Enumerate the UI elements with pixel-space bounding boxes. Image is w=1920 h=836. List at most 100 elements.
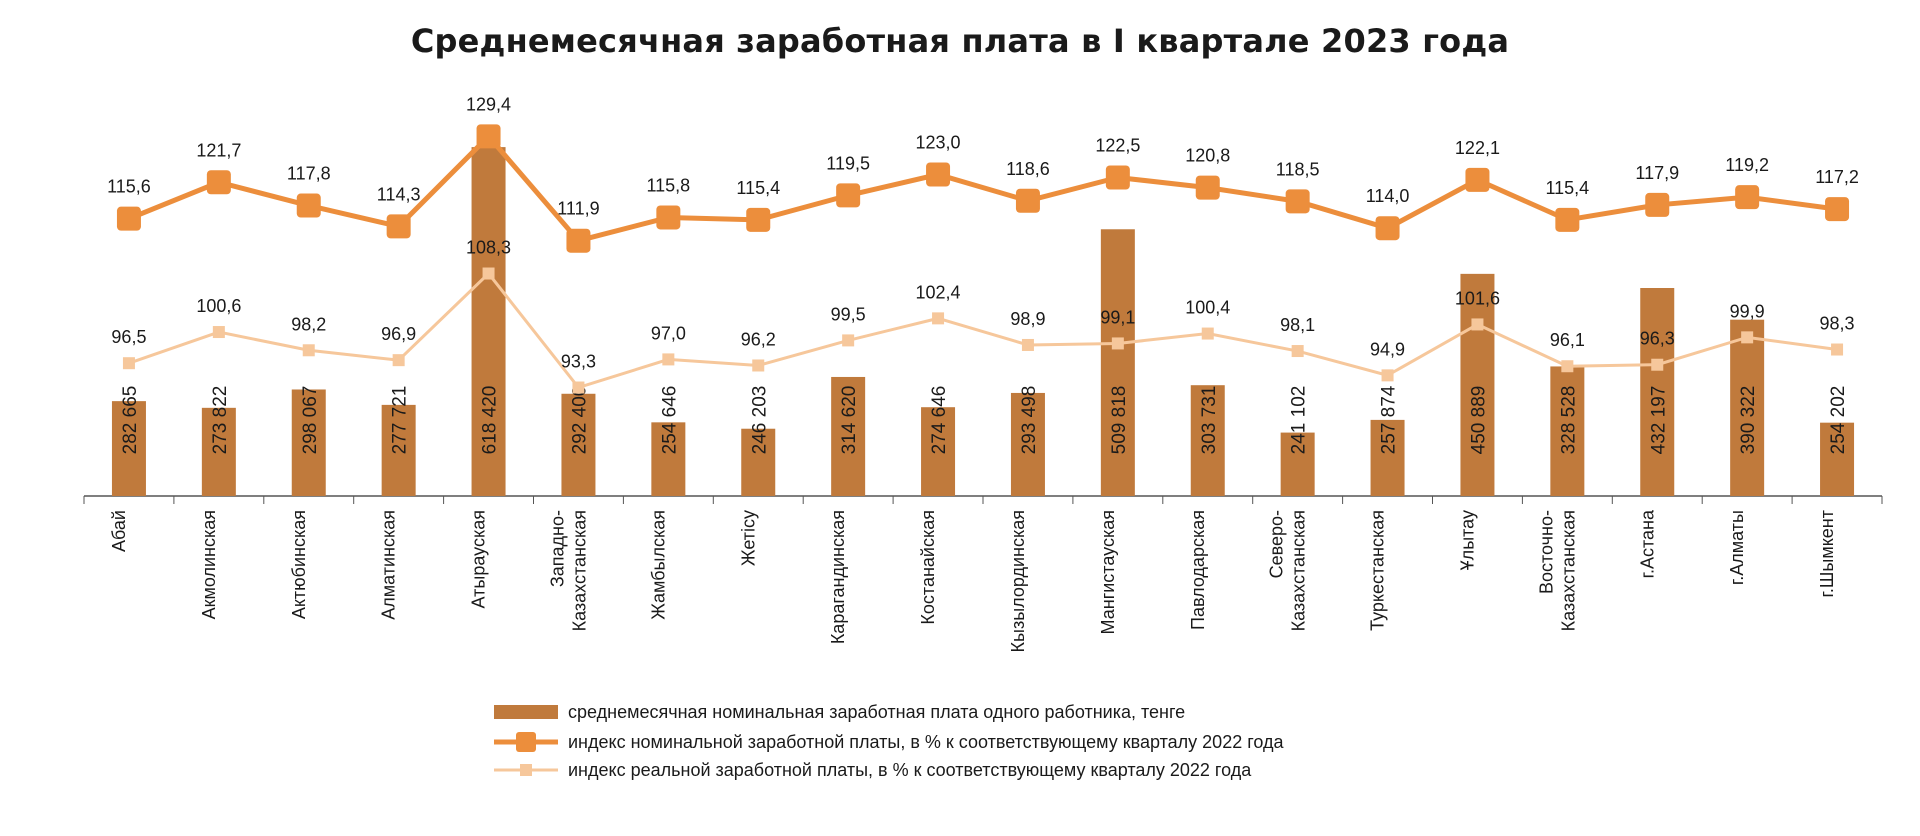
- nominal-index-label: 123,0: [916, 133, 961, 153]
- real-index-label: 108,3: [466, 238, 511, 258]
- category-label-line: Акмолинская: [199, 510, 219, 619]
- salary-bar-label: 314 620: [839, 386, 860, 455]
- salary-bar: [1100, 229, 1135, 496]
- real-index-label: 98,1: [1280, 315, 1315, 335]
- category-label-line: Западно-: [547, 510, 567, 587]
- nominal-index-point: [1645, 192, 1670, 217]
- real-index-point: [1471, 318, 1484, 331]
- nominal-index-point: [1105, 165, 1130, 190]
- real-index-label: 100,6: [196, 296, 241, 316]
- real-index-label: 101,6: [1455, 288, 1500, 308]
- nominal-index-point: [1555, 207, 1580, 232]
- salary-bar: [921, 407, 956, 496]
- real-index-point: [212, 326, 225, 339]
- category-label: Костанайская: [918, 510, 938, 625]
- nominal-index-label: 117,8: [287, 164, 331, 184]
- salary-bar-label: 257 874: [1379, 385, 1400, 454]
- category-label: Павлодарская: [1188, 510, 1208, 630]
- legend-swatch-salary: [494, 705, 558, 719]
- nominal-index-label: 117,9: [1635, 163, 1679, 183]
- nominal-index-point: [206, 170, 231, 195]
- real-index-point: [1381, 369, 1394, 382]
- real-index-point: [1201, 327, 1214, 340]
- category-label: г.Астана: [1637, 509, 1657, 578]
- nominal-index-label: 121,7: [196, 140, 241, 160]
- category-label: Алматинская: [379, 510, 399, 620]
- nominal-index-point: [1285, 189, 1310, 214]
- category-label-line: Кызылординская: [1008, 510, 1028, 652]
- category-label-line: Восточно-: [1536, 510, 1556, 594]
- real-index-point: [752, 359, 765, 372]
- salary-bar-label: 618 420: [480, 386, 501, 455]
- nominal-index-label: 120,8: [1185, 146, 1230, 166]
- legend-marker-nominal: [516, 732, 536, 752]
- salary-bar: [381, 404, 416, 496]
- legend: среднемесячная номинальная заработная пл…: [494, 702, 1285, 780]
- category-label: Кызылординская: [1008, 510, 1028, 652]
- salary-bar-label: 254 202: [1828, 386, 1849, 455]
- salary-bar: [1820, 422, 1855, 496]
- salary-bar-label: 277 721: [390, 386, 411, 455]
- salary-bar-label: 298 067: [300, 386, 321, 455]
- nominal-index-point: [926, 162, 951, 187]
- salary-bar: [1370, 419, 1405, 496]
- category-label: Жетісу: [738, 510, 758, 566]
- legend-label: индекс номинальной заработной платы, в %…: [568, 732, 1285, 752]
- category-label-line: Жетісу: [738, 510, 758, 566]
- category-label: Мангистауская: [1098, 510, 1118, 634]
- nominal-index-point: [1465, 167, 1490, 192]
- real-index-point: [1831, 343, 1844, 356]
- real-index-label: 97,0: [651, 323, 686, 343]
- category-label: Северо- Казахстанская: [1267, 510, 1309, 631]
- real-index-label: 100,4: [1185, 298, 1230, 318]
- nominal-index-label: 111,9: [557, 199, 599, 219]
- salary-bar: [831, 376, 866, 496]
- nominal-index-point: [296, 193, 321, 218]
- nominal-index-label: 117,2: [1815, 167, 1859, 187]
- real-index-point: [302, 344, 315, 357]
- real-index-point: [662, 353, 675, 366]
- nominal-index-label: 114,0: [1366, 186, 1410, 206]
- nominal-index-label: 122,1: [1455, 138, 1500, 158]
- salary-bar: [1280, 432, 1315, 496]
- real-index-label: 99,5: [831, 304, 866, 324]
- real-index-label: 98,9: [1010, 309, 1045, 329]
- nominal-index-label: 118,5: [1276, 159, 1320, 179]
- nominal-index-label: 115,4: [1545, 178, 1589, 198]
- nominal-index-point: [476, 124, 501, 149]
- salary-bar-label: 328 528: [1558, 386, 1579, 455]
- nominal-index-point: [386, 214, 411, 239]
- nominal-index-label: 114,3: [377, 184, 421, 204]
- real-index-label: 99,9: [1730, 301, 1765, 321]
- salary-bar: [1550, 366, 1585, 496]
- category-label-line: Павлодарская: [1188, 510, 1208, 630]
- salary-bar-label: 450 889: [1468, 386, 1489, 455]
- real-index-point: [1741, 331, 1754, 344]
- category-label-line: Ұлытау: [1457, 510, 1477, 570]
- salary-bar: [201, 407, 236, 496]
- nominal-index-point: [656, 205, 681, 230]
- chart-title: Среднемесячная заработная плата в I квар…: [410, 22, 1510, 60]
- nominal-index-label: 119,5: [826, 153, 870, 173]
- salary-bar-label: 390 322: [1738, 386, 1759, 455]
- real-index-label: 96,5: [111, 327, 146, 347]
- nominal-index-label: 122,5: [1095, 135, 1140, 155]
- nominal-index-point: [116, 206, 141, 231]
- real-index-label: 99,1: [1100, 307, 1135, 327]
- salary-bar-label: 292 400: [569, 386, 590, 455]
- salary-bar-label: 282 665: [120, 386, 141, 455]
- real-index-label: 96,9: [381, 324, 416, 344]
- salary-bar-label: 254 646: [659, 386, 680, 455]
- salary-bar-label: 293 498: [1019, 386, 1040, 455]
- nominal-index-point: [1195, 175, 1220, 200]
- nominal-index-point: [1015, 188, 1040, 213]
- category-label-line: Казахстанская: [1558, 510, 1578, 631]
- real-index-label: 102,4: [916, 282, 961, 302]
- salary-bar: [1730, 319, 1765, 496]
- real-index-point: [932, 312, 945, 325]
- category-label: Акмолинская: [199, 510, 219, 619]
- category-label-line: Костанайская: [918, 510, 938, 625]
- category-label-line: г.Алматы: [1727, 510, 1747, 585]
- category-label: Актюбинская: [289, 510, 309, 619]
